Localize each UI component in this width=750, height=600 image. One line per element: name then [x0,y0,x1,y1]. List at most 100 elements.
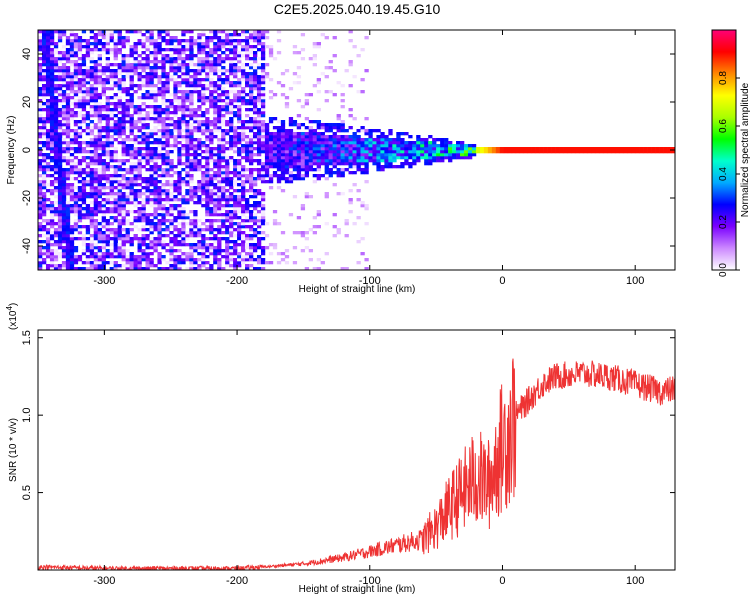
heatmap-cell [316,123,321,127]
heatmap-cell [185,144,190,148]
heatmap-cell [268,45,274,49]
heatmap-cell [245,108,250,112]
heatmap-cell [416,141,421,145]
heatmap-cell [177,48,182,52]
heatmap-cell [161,267,166,270]
heatmap-cell [45,93,51,97]
heatmap-cell [177,147,182,151]
heatmap-cell [193,69,198,73]
heatmap-cell [471,150,477,154]
heatmap-cell [197,48,202,52]
heatmap-cell [229,81,234,85]
heatmap-cell [225,141,230,145]
heatmap-cell [61,207,67,211]
heatmap-cell [113,255,118,259]
heatmap-cell [69,246,75,250]
heatmap-cell [105,102,110,106]
heatmap-cell [272,93,278,97]
heatmap-cell [53,108,59,112]
heatmap-cell [93,75,99,79]
heatmap-cell [105,225,110,229]
heatmap-cell [121,216,126,220]
heatmap-cell [241,255,246,259]
heatmap-cell [384,156,389,160]
heatmap-cell [460,150,465,154]
heatmap-cell [245,51,250,55]
heatmap-cell [368,135,373,139]
heatmap-cell [440,147,445,151]
heatmap-cell [65,237,71,241]
heatmap-cell [38,63,43,67]
heatmap-cell [85,99,91,103]
heatmap-cell [324,129,329,133]
heatmap-cell [97,39,102,43]
heatmap-cell [225,159,230,163]
heatmap-cell [209,252,214,256]
heatmap-cell [145,90,150,94]
heatmap-cell [173,60,178,64]
heatmap-cell [145,198,150,202]
heatmap-cell [145,180,150,184]
heatmap-cell [221,153,226,157]
snr-scale-label: (x104) [5,303,19,330]
heatmap-cell [105,228,110,232]
heatmap-cell [125,114,130,118]
heatmap-cell [89,78,95,82]
heatmap-cell [344,138,349,142]
heatmap-cell [241,150,246,154]
heatmap-cell [380,144,385,148]
heatmap-cell [304,192,310,196]
heatmap-cell [137,168,142,172]
heatmap-cell [129,240,134,244]
heatmap-cell [563,147,568,151]
heatmap-cell [384,138,389,142]
heatmap-cell [296,99,302,103]
heatmap-cell [133,150,138,154]
heatmap-cell [141,126,146,130]
heatmap-cell [113,123,118,127]
heatmap-cell [193,258,198,262]
heatmap-cell [463,156,469,160]
heatmap-cell [348,159,353,163]
heatmap-cell [109,195,114,199]
heatmap-cell [153,84,158,88]
heatmap-cell [197,168,202,172]
heatmap-cell [328,174,333,178]
heatmap-cell [225,108,230,112]
heatmap-cell [376,129,381,133]
heatmap-cell [89,105,95,109]
heatmap-cell [125,57,130,61]
heatmap-cell [336,162,341,166]
heatmap-cell [229,204,234,208]
heatmap-cell [249,108,254,112]
heatmap-cell [105,36,110,40]
heatmap-cell [308,57,314,61]
heatmap-cell [185,165,190,169]
heatmap-cell [189,234,194,238]
heatmap-cell [38,162,43,166]
heatmap-cell [121,195,126,199]
heatmap-cell [169,69,174,73]
heatmap-cell [372,144,377,148]
heatmap-cell [61,159,67,163]
heatmap-cell [245,180,250,184]
heatmap-cell [356,54,361,58]
heatmap-cell [69,129,75,133]
heatmap-cell [137,195,142,199]
heatmap-cell [65,105,71,109]
heatmap-cell [436,153,441,157]
heatmap-cell [73,210,79,214]
heatmap-cell [237,150,242,154]
heatmap-cell [109,243,114,247]
heatmap-cell [225,123,230,127]
heatmap-cell [113,249,118,253]
heatmap-cell [209,219,214,223]
heatmap-cell [141,63,146,67]
heatmap-cell [53,84,59,88]
heatmap-cell [165,105,170,109]
heatmap-cell [233,162,238,166]
heatmap-cell [296,141,302,145]
heatmap-cell [69,75,75,79]
heatmap-cell [360,129,365,133]
heatmap-cell [81,78,87,82]
